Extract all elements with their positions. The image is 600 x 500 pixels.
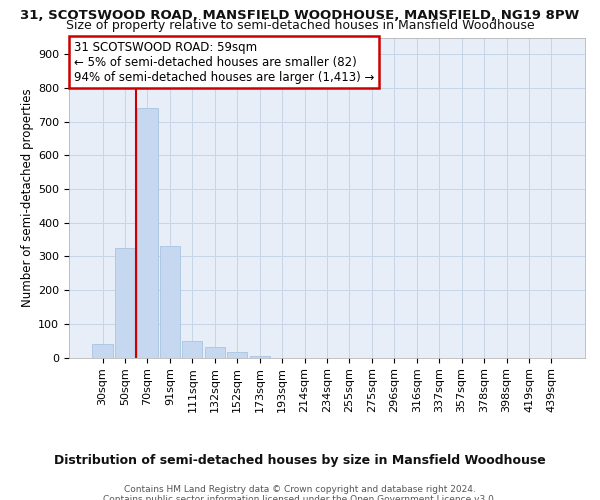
Bar [250, 356, 270, 358]
Y-axis label: Number of semi-detached properties: Number of semi-detached properties [21, 88, 34, 307]
Text: Contains HM Land Registry data © Crown copyright and database right 2024.
Contai: Contains HM Land Registry data © Crown c… [103, 485, 497, 500]
Bar [227, 352, 247, 358]
Bar [160, 246, 180, 358]
Text: Size of property relative to semi-detached houses in Mansfield Woodhouse: Size of property relative to semi-detach… [65, 18, 535, 32]
Text: 31 SCOTSWOOD ROAD: 59sqm
← 5% of semi-detached houses are smaller (82)
94% of se: 31 SCOTSWOOD ROAD: 59sqm ← 5% of semi-de… [74, 40, 374, 84]
Bar [115, 248, 135, 358]
Bar [205, 348, 225, 358]
Text: Distribution of semi-detached houses by size in Mansfield Woodhouse: Distribution of semi-detached houses by … [54, 454, 546, 467]
Bar [137, 108, 158, 358]
Bar [92, 344, 113, 358]
Text: 31, SCOTSWOOD ROAD, MANSFIELD WOODHOUSE, MANSFIELD, NG19 8PW: 31, SCOTSWOOD ROAD, MANSFIELD WOODHOUSE,… [20, 9, 580, 22]
Bar [182, 340, 202, 357]
